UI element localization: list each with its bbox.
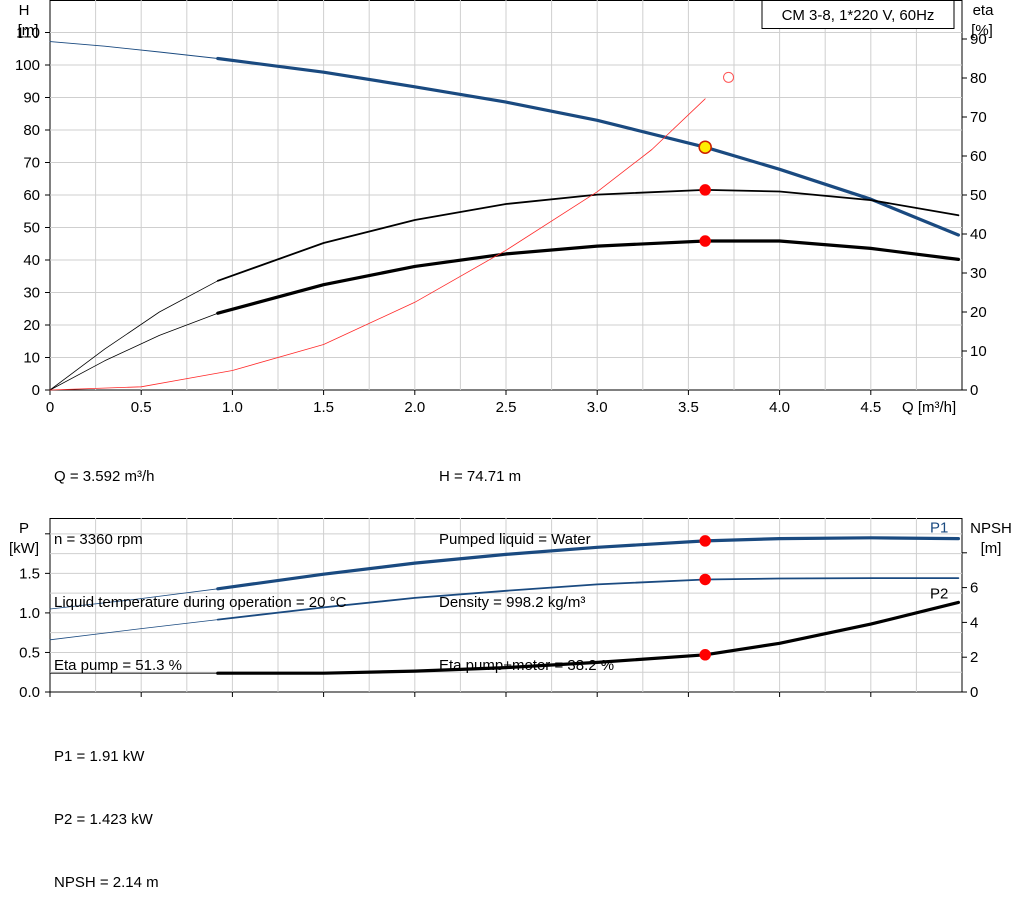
x-tick-label: 0.5: [131, 399, 152, 416]
y-left-tick-label: 60: [23, 187, 40, 204]
head-plot-marker: [699, 235, 711, 247]
head-value: H = 74.71 m: [439, 468, 522, 485]
head-plot-series-line: [49, 312, 219, 391]
y-left-tick-label: 90: [23, 90, 40, 107]
pumped-liquid-value: Pumped liquid = Water: [439, 531, 591, 548]
y-right-tick-label: 0: [970, 382, 978, 399]
liquid-temperature-value: Liquid temperature during operation = 20…: [54, 594, 347, 611]
y-left-axis-unit: [kW]: [9, 540, 39, 557]
series-label-p2: P2: [930, 585, 948, 602]
power-plot-marker: [699, 535, 711, 547]
x-tick-label: 1.5: [313, 399, 334, 416]
series-label-p1: P1: [930, 520, 948, 537]
y-left-tick-label: 70: [23, 155, 40, 172]
y-right-axis-unit: [%]: [971, 22, 993, 39]
x-tick-label: 4.0: [769, 399, 790, 416]
operating-point-info-right: H = 74.71 m Pumped liquid = Water Densit…: [439, 424, 614, 697]
x-tick-label: 3.5: [678, 399, 699, 416]
y-right-tick-label: 4: [970, 614, 978, 631]
y-left-tick-label: 0.5: [19, 644, 40, 661]
y-left-tick-label: 20: [23, 317, 40, 334]
power-values-info: P1 = 1.91 kW P2 = 1.423 kW NPSH = 2.14 m: [54, 704, 159, 914]
y-right-axis-label: eta: [973, 2, 995, 19]
y-right-tick-label: 6: [970, 580, 978, 597]
y-right-tick-label: 50: [970, 187, 987, 204]
head-plot-marker: [699, 184, 711, 196]
head-plot-marker: [698, 140, 712, 154]
y-right-tick-label: 20: [970, 304, 987, 321]
power-plot-series-line: [216, 536, 961, 591]
density-value: Density = 998.2 kg/m³: [439, 594, 586, 611]
power-plot-series-line: [216, 600, 961, 675]
head-plot-series-line: [49, 280, 219, 391]
y-right-axis-label: NPSH: [970, 520, 1012, 537]
y-left-tick-label: 10: [23, 350, 40, 367]
pump-curve-figure: 0 0.5 1.0 1.5 2.0 2.5 3.0 3.5 4.0 4.5 Q [m³/h] 0 10 2…: [9, 0, 1012, 701]
power-plot-series-line: [216, 577, 960, 621]
y-left-tick-label: 1.0: [19, 605, 40, 622]
y-left-axis-label: H: [19, 2, 30, 19]
y-right-tick-label: 90: [970, 31, 987, 48]
speed-value: n = 3360 rpm: [54, 531, 143, 548]
head-plot-series-line: [216, 239, 961, 315]
y-left-axis-unit: [m]: [18, 22, 39, 39]
p1-value: P1 = 1.91 kW: [54, 748, 145, 765]
head-plot-series-line: [49, 41, 219, 59]
y-right-axis-unit: [m]: [981, 540, 1002, 557]
y-right-tick-label: 40: [970, 226, 987, 243]
y-left-tick-label: 0: [32, 382, 40, 399]
chart-title: CM 3-8, 1*220 V, 60Hz: [782, 7, 935, 24]
y-left-tick-label: 40: [23, 252, 40, 269]
x-tick-label: 0: [46, 399, 54, 416]
eta-pump-value: Eta pump = 51.3 %: [54, 657, 182, 674]
y-left-tick-label: 50: [23, 220, 40, 237]
head-plot-marker: [723, 71, 735, 83]
y-right-tick-label: 30: [970, 265, 987, 282]
x-tick-label: 2.5: [496, 399, 517, 416]
x-tick-label: 4.5: [860, 399, 881, 416]
power-plot-marker: [699, 649, 711, 661]
y-right-tick-label: 10: [970, 343, 987, 360]
power-plot-marker: [699, 573, 711, 586]
y-right-tick-label: 80: [970, 70, 987, 87]
y-right-tick-label: 2: [970, 649, 978, 666]
x-axis-label: Q [m³/h]: [902, 399, 956, 416]
head-plot-series-line: [216, 188, 960, 282]
y-right-tick-label: 70: [970, 109, 987, 126]
y-right-tick-label: 60: [970, 148, 987, 165]
operating-point-info-left: Q = 3.592 m³/h n = 3360 rpm Liquid tempe…: [54, 424, 346, 697]
head-plot-series-line: [49, 98, 706, 391]
y-left-tick-label: 30: [23, 285, 40, 302]
y-left-tick-label: 110: [16, 25, 40, 42]
p2-value: P2 = 1.423 kW: [54, 811, 153, 828]
y-left-tick-label: 0.0: [19, 684, 40, 701]
chart-title-box: [761, 0, 955, 29]
y-left-tick-label: 80: [23, 122, 40, 139]
eta-pump-motor-value: Eta pump+motor = 38.2 %: [439, 657, 615, 674]
power-plot-series-line: [49, 619, 219, 641]
y-left-tick-label: 1.5: [19, 565, 40, 582]
y-left-tick-label: 100: [15, 57, 40, 74]
npsh-value: NPSH = 2.14 m: [54, 874, 159, 891]
x-tick-label: 2.0: [404, 399, 425, 416]
x-tick-label: 1.0: [222, 399, 243, 416]
y-right-tick-label: 0: [970, 684, 978, 701]
x-tick-label: 3.0: [587, 399, 608, 416]
y-left-axis-label: P: [19, 520, 29, 537]
q-value: Q = 3.592 m³/h: [54, 468, 155, 485]
power-plot-series-line: [49, 588, 219, 610]
head-plot-series-line: [216, 56, 961, 237]
